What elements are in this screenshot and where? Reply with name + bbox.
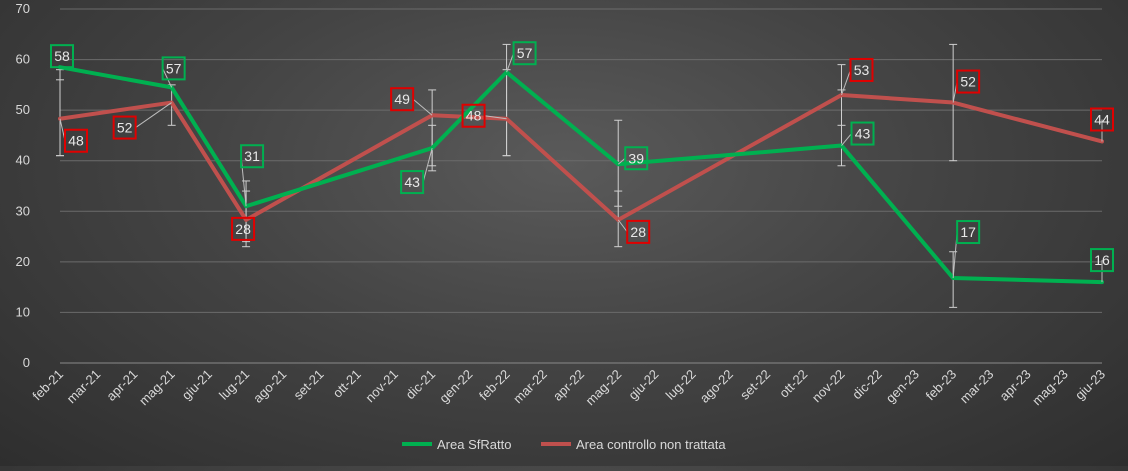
data-label-box	[850, 121, 875, 146]
y-tick-label: 10	[16, 304, 30, 319]
x-tick-label: giu-21	[179, 367, 215, 403]
data-label: 57	[166, 60, 182, 76]
x-tick-label: dic-21	[403, 367, 439, 403]
x-tick-label: giu-22	[625, 367, 661, 403]
x-tick-label: ago-21	[250, 367, 289, 406]
data-label: 48	[466, 108, 482, 124]
data-label-leader	[484, 115, 507, 120]
data-label: 28	[235, 221, 251, 237]
data-label-box	[64, 128, 88, 153]
series-lines	[58, 65, 1104, 285]
y-tick-label: 0	[23, 355, 30, 370]
data-label: 57	[517, 45, 533, 61]
data-label: 58	[54, 48, 70, 64]
data-label: 31	[244, 148, 260, 164]
x-tick-label: apr-22	[550, 367, 587, 404]
y-tick-label: 40	[16, 153, 30, 168]
y-tick-label: 20	[16, 254, 30, 269]
y-tick-label: 70	[16, 1, 30, 16]
legend-item-area-controllo: Area controllo non trattata	[576, 437, 726, 452]
x-tick-label: feb-21	[29, 367, 66, 404]
x-tick-label: nov-22	[809, 367, 848, 406]
data-label-box	[400, 170, 425, 195]
data-label-leader	[617, 219, 628, 233]
data-label-box	[626, 219, 651, 244]
x-tick-label: mag-21	[136, 367, 178, 409]
data-label: 39	[628, 150, 644, 166]
x-tick-label: mag-22	[583, 367, 625, 409]
legend-item-area-sfratto: Area SfRatto	[437, 437, 511, 452]
data-label: 28	[630, 224, 646, 240]
data-label: 17	[960, 224, 976, 240]
x-tick-label: gen-23	[883, 367, 922, 406]
data-label: 53	[854, 62, 870, 78]
data-label-leader	[841, 133, 852, 146]
data-label-leader	[422, 147, 433, 183]
data-label-box	[240, 144, 265, 169]
data-label-box	[624, 146, 649, 171]
data-label-leader	[135, 102, 172, 128]
x-tick-label: mar-23	[957, 367, 997, 407]
gridlines	[60, 8, 1102, 364]
x-tick-label: apr-23	[997, 367, 1034, 404]
x-tick-label: lug-21	[216, 367, 252, 403]
x-tick-label: giu-23	[1072, 367, 1108, 403]
x-tick-label: mar-22	[510, 367, 550, 407]
x-tick-label: dic-22	[849, 367, 885, 403]
y-tick-label: 30	[16, 203, 30, 218]
x-tick-label: lug-22	[663, 367, 699, 403]
data-label-box	[512, 41, 537, 66]
x-tick-label: apr-21	[103, 367, 140, 404]
data-labels: 58 57 31 43 57 39 43 17 16 48 52 28 49 48 28 53 52 44	[50, 41, 1114, 283]
data-label-box	[50, 44, 74, 69]
data-label-leader	[617, 157, 626, 165]
y-tick-label: 60	[16, 52, 30, 67]
data-label: 48	[68, 133, 84, 149]
x-tick-label: gen-22	[436, 367, 475, 406]
data-label-leader	[506, 53, 515, 73]
data-label-leader	[841, 69, 851, 96]
x-tick-label: mag-23	[1029, 367, 1071, 409]
data-label: 43	[404, 174, 420, 190]
error-bars	[56, 43, 958, 308]
data-label-box	[956, 69, 981, 94]
data-label: 44	[1094, 111, 1110, 127]
data-label-box	[956, 220, 981, 245]
data-label-box	[1090, 107, 1114, 132]
y-tick-label: 50	[16, 102, 30, 117]
data-label: 49	[394, 91, 410, 107]
data-label-box	[390, 87, 415, 112]
x-tick-label: ott-21	[330, 367, 364, 401]
data-label: 43	[855, 126, 871, 142]
data-label: 16	[1094, 252, 1110, 268]
data-label-box	[161, 56, 186, 81]
data-label-box	[231, 216, 256, 241]
x-tick-label: ago-22	[697, 367, 736, 406]
data-label-box	[1090, 248, 1114, 273]
data-label: 52	[117, 120, 133, 136]
x-tick-label: set-21	[290, 367, 326, 403]
data-label-box	[112, 115, 137, 140]
x-tick-label: set-22	[737, 367, 773, 403]
x-tick-label: feb-22	[476, 367, 513, 404]
x-tick-label: mar-21	[64, 367, 104, 407]
legend: Area SfRatto Area controllo non trattata	[402, 437, 726, 452]
x-tick-label: ott-22	[776, 367, 810, 401]
x-tick-label: feb-23	[923, 367, 960, 404]
data-label: 52	[960, 74, 976, 90]
data-label-leader	[412, 98, 433, 116]
x-tick-label: nov-21	[362, 367, 401, 406]
data-label-box	[849, 57, 874, 82]
data-label-box	[461, 103, 486, 128]
data-label-leader	[162, 68, 173, 88]
